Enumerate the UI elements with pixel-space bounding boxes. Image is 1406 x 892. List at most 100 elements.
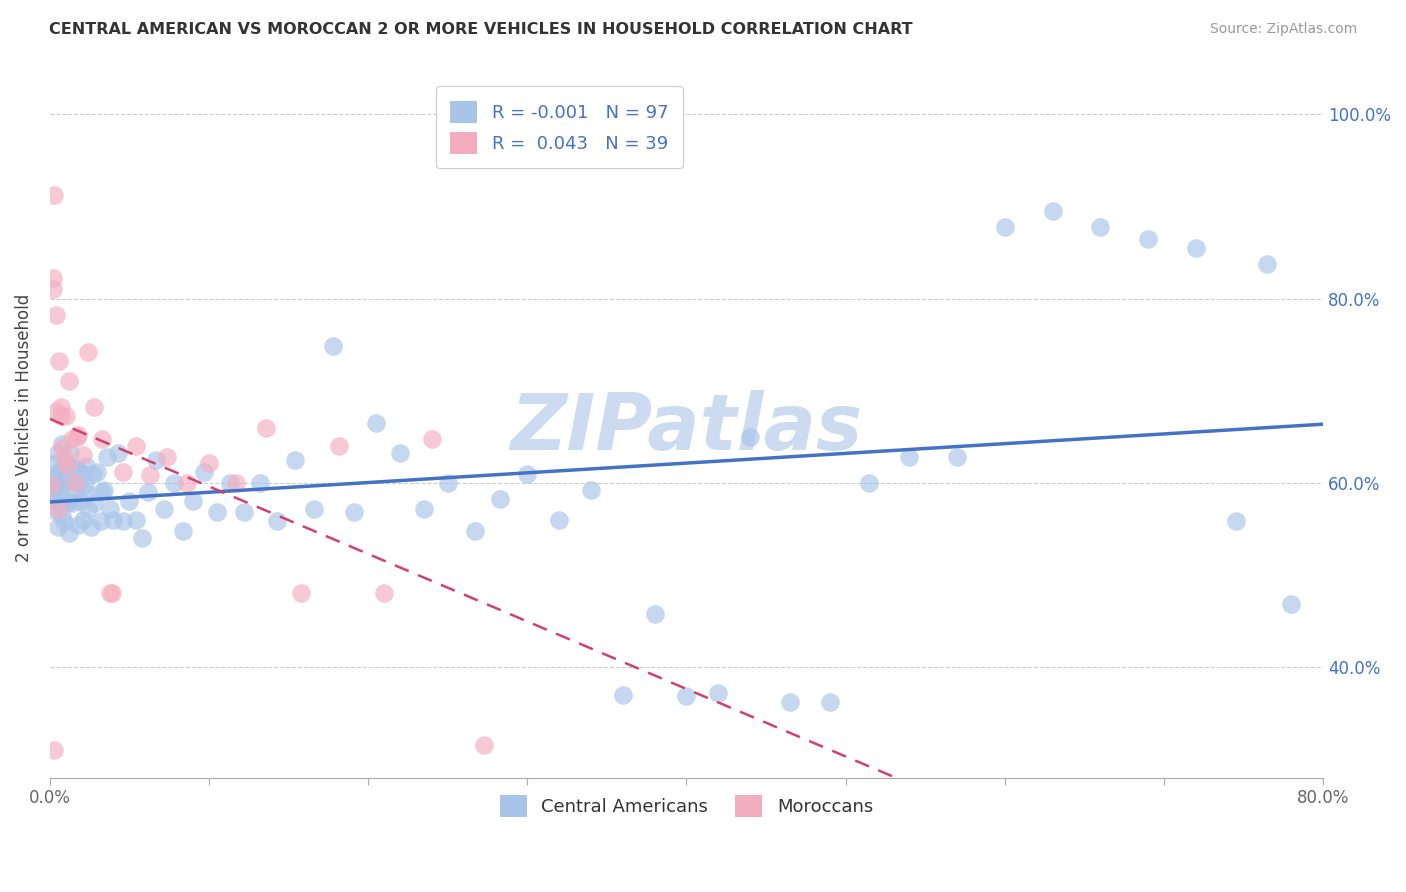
Point <box>48 496 70 510</box>
Point <box>72 448 94 462</box>
Point <box>56 459 79 474</box>
Point <box>388 446 411 460</box>
Point <box>83 401 105 415</box>
Point <box>39 485 62 500</box>
Point <box>55 456 77 470</box>
Point <box>51 508 73 523</box>
Point <box>818 695 841 709</box>
Point <box>322 339 344 353</box>
Point <box>55 409 77 424</box>
Point <box>66 430 89 444</box>
Point <box>225 475 247 490</box>
Point <box>111 465 134 479</box>
Text: CENTRAL AMERICAN VS MOROCCAN 2 OR MORE VEHICLES IN HOUSEHOLD CORRELATION CHART: CENTRAL AMERICAN VS MOROCCAN 2 OR MORE V… <box>49 22 912 37</box>
Point <box>373 586 395 600</box>
Point <box>124 439 146 453</box>
Point <box>80 520 103 534</box>
Point <box>1184 241 1206 255</box>
Point <box>111 515 134 529</box>
Point <box>118 494 141 508</box>
Point <box>53 516 76 530</box>
Point <box>290 586 312 600</box>
Y-axis label: 2 or more Vehicles in Household: 2 or more Vehicles in Household <box>15 293 32 562</box>
Point <box>364 416 387 430</box>
Point <box>55 474 77 488</box>
Point <box>1090 219 1112 234</box>
Point <box>181 494 204 508</box>
Point <box>156 450 179 464</box>
Point <box>1137 232 1160 246</box>
Point <box>328 439 350 453</box>
Point <box>172 524 194 538</box>
Point <box>63 475 86 490</box>
Point <box>58 494 80 508</box>
Point <box>66 462 89 476</box>
Point <box>472 739 495 753</box>
Point <box>49 462 72 476</box>
Point <box>42 494 65 508</box>
Point <box>70 467 93 481</box>
Point <box>205 505 228 519</box>
Point <box>60 432 83 446</box>
Point <box>131 531 153 545</box>
Point <box>42 282 65 296</box>
Point <box>93 483 115 497</box>
Point <box>779 695 801 709</box>
Point <box>42 458 65 472</box>
Point <box>1225 515 1247 529</box>
Point <box>266 515 288 529</box>
Point <box>49 401 72 415</box>
Point <box>193 465 215 479</box>
Point <box>254 420 277 434</box>
Point <box>53 450 76 464</box>
Point <box>898 450 921 464</box>
Point <box>45 483 67 497</box>
Point <box>96 450 118 464</box>
Point <box>858 475 880 490</box>
Point <box>76 501 98 516</box>
Point <box>707 686 730 700</box>
Point <box>249 475 271 490</box>
Point <box>1042 204 1064 219</box>
Point <box>107 446 129 460</box>
Point <box>994 219 1017 234</box>
Point <box>145 452 167 467</box>
Point <box>91 485 114 500</box>
Point <box>90 515 112 529</box>
Point <box>83 496 105 510</box>
Point <box>56 465 79 479</box>
Point <box>39 477 62 491</box>
Point <box>67 475 90 490</box>
Point <box>46 446 69 460</box>
Point <box>51 437 73 451</box>
Point <box>62 462 84 476</box>
Point <box>489 492 512 507</box>
Point <box>45 308 67 322</box>
Point <box>103 513 125 527</box>
Point <box>75 459 97 474</box>
Point <box>48 468 70 483</box>
Point <box>73 477 96 491</box>
Text: ZIPatlas: ZIPatlas <box>510 390 862 466</box>
Point <box>60 496 83 510</box>
Point <box>67 518 90 533</box>
Point <box>76 345 98 359</box>
Point <box>464 524 486 538</box>
Point <box>1279 598 1302 612</box>
Point <box>44 475 66 490</box>
Point <box>163 475 186 490</box>
Point <box>139 468 162 483</box>
Point <box>579 483 602 497</box>
Point <box>412 501 434 516</box>
Legend: Central Americans, Moroccans: Central Americans, Moroccans <box>492 788 880 824</box>
Point <box>59 446 82 460</box>
Point <box>44 475 66 490</box>
Point <box>153 501 176 516</box>
Point <box>49 477 72 491</box>
Point <box>58 526 80 541</box>
Text: Source: ZipAtlas.com: Source: ZipAtlas.com <box>1209 22 1357 37</box>
Point <box>198 456 221 470</box>
Point <box>436 475 458 490</box>
Point <box>48 354 70 368</box>
Point <box>675 690 697 704</box>
